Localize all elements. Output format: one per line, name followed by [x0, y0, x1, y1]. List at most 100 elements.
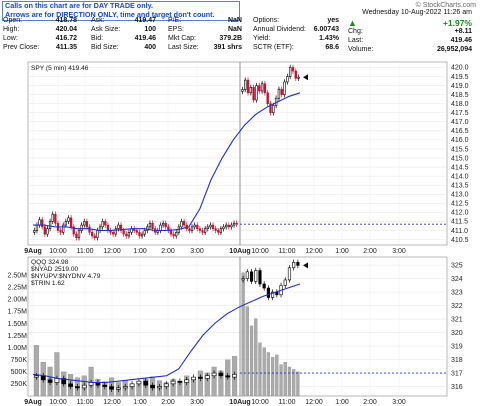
- watermark: © StockCharts.com: [415, 2, 476, 9]
- y-tick-label: 415.5: [451, 146, 469, 153]
- y-tick-label: 418.0: [451, 101, 469, 108]
- qqq-day1-candle: [102, 384, 108, 387]
- y-tick-label: 411.5: [451, 219, 468, 226]
- x-tick-label: 9Aug: [24, 248, 42, 255]
- qqq-day1-candle: [81, 384, 87, 389]
- day2-candle: [283, 81, 286, 95]
- quote-value: NaN: [227, 17, 242, 24]
- volume-bar: [275, 354, 279, 397]
- quote-label: Ask Size:: [91, 26, 121, 33]
- volume-bar: [33, 345, 39, 397]
- x-tick-label: 1:00: [335, 399, 349, 406]
- quote-value: 419.47: [134, 17, 156, 24]
- quote-label: Bid:: [91, 35, 104, 42]
- qqq-day2-candle: [245, 271, 249, 279]
- day1-candle: [35, 224, 39, 231]
- day2-candle: [258, 85, 261, 92]
- x-tick-label: 2:00: [363, 399, 377, 406]
- day1-candle: [119, 224, 123, 231]
- qqq-moving-average-line: [32, 283, 301, 384]
- y-tick-label: 416.5: [451, 128, 469, 135]
- x-tick-label: 10:00: [49, 248, 67, 255]
- quote-label: SCTR (ETF):: [253, 44, 294, 51]
- y-tick-label: 322: [451, 303, 463, 310]
- day1-candle: [206, 226, 209, 229]
- day1-candle: [72, 226, 75, 235]
- x-tick-label: 12:00: [305, 248, 323, 255]
- x-tick-label: 11:00: [77, 399, 94, 406]
- day2-candle: [272, 105, 275, 114]
- up-arrow-icon: ▲: [348, 18, 357, 28]
- day1-candle: [188, 228, 191, 231]
- day1-candle: [127, 232, 131, 237]
- chg-label: Chg:: [348, 28, 363, 35]
- day2-candle: [263, 83, 267, 94]
- qqq-day1-candle: [122, 386, 128, 389]
- qqq-day1-candle: [191, 376, 196, 381]
- volume-bar: [283, 361, 287, 397]
- day1-candle: [67, 217, 70, 222]
- y-tick-label: 410.5: [451, 237, 469, 244]
- volume-bar: [241, 272, 245, 397]
- x-tick-label: 1:00: [133, 248, 147, 255]
- qqq-day2-candle: [258, 270, 262, 285]
- x-tick-label: 9Aug: [24, 399, 42, 406]
- header-date: Wednesday 10-Aug-2022 11:26 am: [362, 9, 472, 16]
- day1-candle: [38, 219, 41, 226]
- y-tick-label: 414.5: [451, 164, 469, 171]
- quote-label: Low:: [3, 35, 18, 42]
- x-tick-label: 10:00: [49, 399, 67, 406]
- qqq-day1-candle: [75, 386, 80, 389]
- volume-bar: [211, 366, 217, 397]
- qqq-legend-entry: $TRIN 1.62: [31, 280, 65, 287]
- volume-tick-label: 1.50M: [8, 321, 28, 328]
- day2-candle: [246, 79, 250, 94]
- quote-label: Ask:: [91, 17, 105, 24]
- quote-col-1: Open: 418.78 High: 420.04 Low: 416.72 Prev …: [3, 17, 77, 53]
- day1-candle: [88, 226, 91, 233]
- volume-bar: [245, 306, 249, 397]
- day2-candle: [260, 83, 264, 92]
- qqq-legend-entry: QQQ 324.98: [31, 259, 69, 266]
- day1-candle: [219, 228, 223, 233]
- volume-label: Volume:: [348, 46, 374, 53]
- day1-candle: [85, 221, 89, 228]
- x-tick-label: 3:00: [392, 248, 406, 255]
- quote-value: 379.2B: [219, 35, 242, 42]
- qqq-day1-candle: [34, 375, 39, 378]
- qqq-day1-candle: [218, 372, 224, 377]
- day1-candle: [235, 222, 238, 225]
- x-tick-label: 10:00: [251, 248, 269, 255]
- quote-label: Yield:: [253, 35, 271, 42]
- y-tick-label: 417.5: [451, 110, 469, 117]
- quote-col-3: P/E: NaN EPS: NaN Mkt Cap: 379.2B Last Size…: [168, 17, 242, 53]
- y-tick-label: 418.5: [451, 92, 469, 99]
- qqq-day2-candle: [283, 279, 287, 286]
- quote-label: Open:: [3, 17, 23, 24]
- y-tick-label: 413.5: [451, 183, 469, 190]
- day1-candle: [204, 228, 207, 233]
- volume-tick-label: 2.25M: [8, 284, 28, 291]
- qqq-day1-candle: [61, 378, 67, 385]
- qqq-day2-candle: [262, 283, 266, 289]
- day1-candle: [122, 230, 125, 235]
- qqq-day2-candle: [296, 262, 300, 266]
- qqq-day1-candle: [116, 387, 121, 390]
- day1-candle: [164, 222, 167, 228]
- volume-tick-label: 500K: [11, 369, 28, 376]
- day1-candle: [214, 228, 217, 231]
- volume-bar: [254, 318, 258, 397]
- day1-candle: [90, 232, 94, 237]
- volume-bar: [270, 357, 275, 397]
- x-tick-label: 12:00: [103, 399, 121, 406]
- volume-bar: [279, 364, 283, 397]
- x-tick-label: 1:00: [335, 248, 349, 255]
- volume-bar: [287, 366, 292, 397]
- qqq-day2-candle: [271, 291, 275, 298]
- day1-candle: [138, 232, 141, 237]
- day1-candle: [96, 230, 99, 239]
- day2-candle: [280, 88, 283, 95]
- quote-value: yes: [327, 17, 339, 24]
- y-tick-label: 324: [451, 276, 463, 283]
